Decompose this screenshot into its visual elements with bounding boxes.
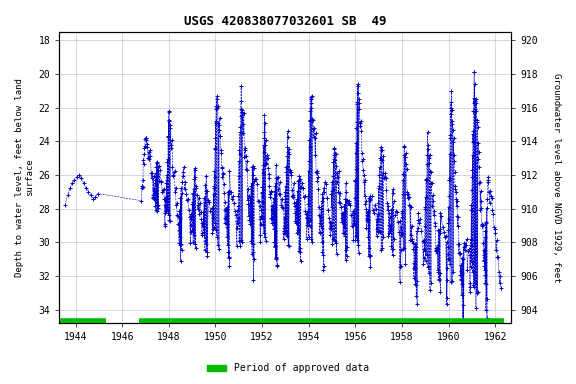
Y-axis label: Groundwater level above NGVD 1929, feet: Groundwater level above NGVD 1929, feet <box>552 73 561 282</box>
Title: USGS 420838077032601 SB  49: USGS 420838077032601 SB 49 <box>184 15 386 28</box>
Legend: Period of approved data: Period of approved data <box>203 359 373 377</box>
Y-axis label: Depth to water level, feet below land
surface: Depth to water level, feet below land su… <box>15 78 35 277</box>
